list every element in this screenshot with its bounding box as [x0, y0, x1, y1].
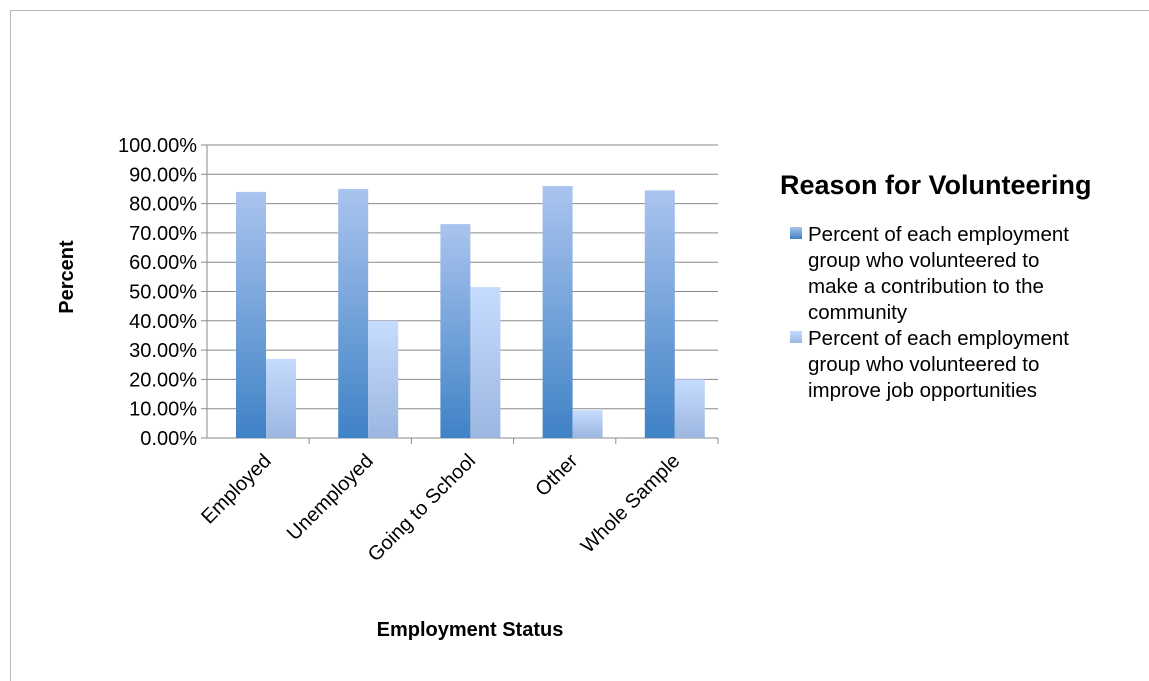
x-tick-label: Whole Sample: [577, 450, 685, 558]
bar-job-whole-sample: [674, 379, 705, 438]
y-tick-labels: 0.00% 10.00% 20.00% 30.00% 40.00% 50.00% 60.00…: [118, 135, 197, 450]
bar-job-other: [572, 410, 603, 438]
bars: [236, 186, 705, 438]
y-tick-label: 40.00%: [129, 311, 197, 333]
legend-swatch: [790, 227, 802, 239]
y-tick-label: 80.00%: [129, 194, 197, 216]
x-tick-label: Unemployed: [283, 450, 378, 545]
y-axis-title: Percent: [56, 240, 78, 314]
bar-job-employed: [266, 358, 296, 438]
y-tick-label: 20.00%: [129, 369, 197, 391]
bar-community-employed: [236, 191, 266, 438]
bar-job-going-to-school: [470, 287, 501, 438]
y-tick-label: 60.00%: [129, 252, 197, 274]
bar-community-unemployed: [338, 188, 369, 438]
y-tick-label: 100.00%: [118, 135, 197, 157]
legend-entry-text: make a contribution to the: [808, 275, 1044, 298]
legend-entry-text: improve job opportunities: [808, 379, 1037, 402]
bar-community-going-to-school: [440, 224, 471, 438]
x-tick-label: Employed: [197, 450, 275, 528]
y-tick-label: 0.00%: [140, 428, 197, 450]
y-tick-label: 50.00%: [129, 282, 197, 304]
legend-entry-text: Percent of each employment: [808, 327, 1069, 350]
legend-entry-text: group who volunteered to: [808, 249, 1039, 272]
x-tick-label: Other: [531, 450, 582, 501]
legend-entry-text: Percent of each employment: [808, 223, 1069, 246]
chart-frame: [10, 10, 1149, 681]
bar-community-other: [542, 186, 573, 438]
x-tick-label: Going to School: [364, 450, 480, 566]
y-tick-label: 30.00%: [129, 340, 197, 362]
bar-job-unemployed: [368, 320, 399, 438]
y-tick-label: 10.00%: [129, 399, 197, 421]
legend: Percent of each employment group who volu…: [790, 223, 1069, 402]
legend-swatch: [790, 331, 802, 343]
bar-community-whole-sample: [644, 190, 675, 438]
y-tick-label: 70.00%: [129, 223, 197, 245]
legend-title: Reason for Volunteering: [780, 170, 1092, 200]
legend-entry-text: community: [808, 301, 908, 324]
legend-entry-text: group who volunteered to: [808, 353, 1039, 376]
y-tick-label: 90.00%: [129, 164, 197, 186]
x-axis-title: Employment Status: [377, 619, 564, 641]
